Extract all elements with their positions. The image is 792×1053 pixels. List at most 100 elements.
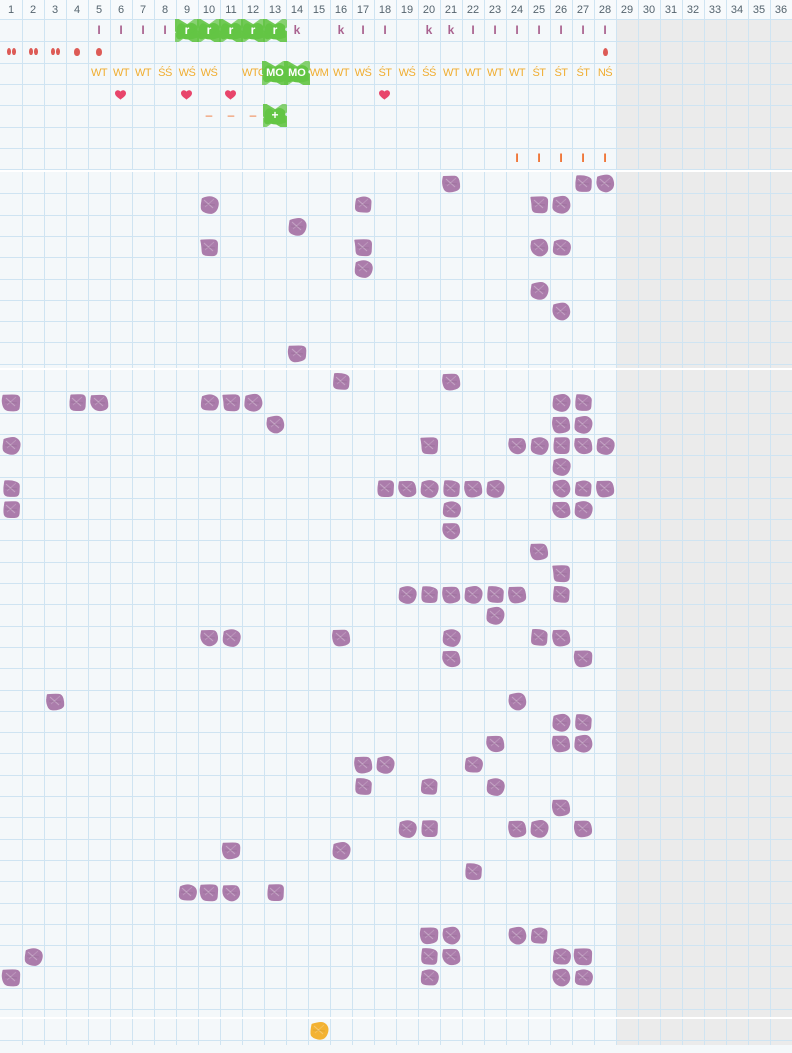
- temperature-blob[interactable]: [573, 414, 594, 435]
- temperature-blob[interactable]: [485, 605, 506, 626]
- mucus-observation-highlighted[interactable]: MO: [262, 61, 288, 85]
- temperature-blob[interactable]: [551, 967, 572, 988]
- temperature-blob[interactable]: [375, 754, 396, 775]
- temperature-blob[interactable]: [573, 499, 594, 520]
- day-header-cell[interactable]: 9: [183, 4, 191, 16]
- temperature-blob[interactable]: [551, 499, 572, 520]
- temperature-blob[interactable]: [419, 776, 440, 797]
- mucus-observation-label[interactable]: NŚ: [597, 67, 613, 79]
- temperature-blob[interactable]: [419, 967, 440, 988]
- flow-dot-single[interactable]: [66, 41, 88, 62]
- day-header-cell[interactable]: 22: [466, 4, 480, 16]
- temperature-blob[interactable]: [375, 478, 396, 499]
- marker-pipe-orange[interactable]: I: [581, 151, 585, 165]
- temperature-blob[interactable]: [507, 584, 528, 605]
- temperature-blob[interactable]: [441, 925, 462, 946]
- marker-pipe-highlighted[interactable]: r: [219, 19, 243, 42]
- day-header-cell[interactable]: 3: [51, 4, 59, 16]
- marker-pipe[interactable]: I: [361, 23, 365, 37]
- temperature-blob[interactable]: [529, 627, 550, 648]
- mucus-observation-label[interactable]: WŚ: [354, 67, 372, 79]
- temperature-blob[interactable]: [331, 627, 352, 648]
- temperature-blob[interactable]: [463, 861, 484, 882]
- day-header-cell[interactable]: 10: [202, 4, 216, 16]
- flow-dots-heavy[interactable]: [22, 41, 44, 62]
- day-header-cell[interactable]: 11: [225, 4, 237, 16]
- day-header-cell[interactable]: 27: [576, 4, 590, 16]
- temperature-blob[interactable]: [595, 478, 616, 499]
- temperature-blob[interactable]: [89, 392, 110, 413]
- temperature-blob[interactable]: [463, 584, 484, 605]
- marker-pipe-orange[interactable]: I: [559, 151, 563, 165]
- temperature-blob[interactable]: [353, 194, 374, 215]
- temperature-blob[interactable]: [265, 414, 286, 435]
- temperature-blob[interactable]: [551, 194, 572, 215]
- temperature-blob[interactable]: [441, 499, 462, 520]
- temperature-blob[interactable]: [507, 925, 528, 946]
- mucus-observation-label[interactable]: ŚŚ: [422, 67, 436, 79]
- temperature-blob[interactable]: [1, 435, 22, 456]
- temperature-blob[interactable]: [507, 435, 528, 456]
- day-header-cell[interactable]: 24: [510, 4, 524, 16]
- marker-pipe[interactable]: I: [537, 23, 541, 37]
- note-blob[interactable]: [309, 1020, 330, 1041]
- temperature-blob[interactable]: [485, 478, 506, 499]
- temperature-blob[interactable]: [199, 194, 220, 215]
- temperature-blob[interactable]: [573, 712, 594, 733]
- day-header-cell[interactable]: 14: [290, 4, 304, 16]
- mucus-observation-label[interactable]: WŚ: [200, 67, 218, 79]
- temperature-blob[interactable]: [45, 691, 66, 712]
- mucus-observation-label[interactable]: ŚT: [378, 67, 392, 79]
- marker-pipe[interactable]: I: [119, 23, 123, 37]
- temperature-blob[interactable]: [221, 627, 242, 648]
- temperature-blob[interactable]: [419, 435, 440, 456]
- temperature-blob[interactable]: [353, 237, 374, 258]
- marker-pipe-orange[interactable]: I: [603, 151, 607, 165]
- day-header-cell[interactable]: 26: [554, 4, 568, 16]
- marker-pipe-highlighted[interactable]: r: [175, 19, 199, 42]
- mucus-observation-label[interactable]: ŚT: [576, 67, 590, 79]
- mucus-observation-label[interactable]: WT: [112, 67, 130, 79]
- day-header-cell[interactable]: 23: [488, 4, 502, 16]
- marker-k[interactable]: k: [293, 23, 301, 37]
- temperature-blob[interactable]: [353, 776, 374, 797]
- temperature-blob[interactable]: [199, 237, 220, 258]
- temperature-blob[interactable]: [441, 584, 462, 605]
- marker-k[interactable]: k: [425, 23, 433, 37]
- temperature-blob[interactable]: [419, 946, 440, 967]
- mucus-observation-highlighted[interactable]: MO: [284, 61, 310, 85]
- temperature-blob[interactable]: [221, 392, 242, 413]
- temperature-blob[interactable]: [199, 627, 220, 648]
- temperature-blob[interactable]: [353, 258, 374, 279]
- temperature-blob[interactable]: [177, 882, 198, 903]
- temperature-blob[interactable]: [595, 435, 616, 456]
- mucus-observation-label[interactable]: ŚT: [532, 67, 546, 79]
- mucus-observation-label[interactable]: ŚŚ: [158, 67, 172, 79]
- marker-pipe[interactable]: I: [603, 23, 607, 37]
- test-positive-marker[interactable]: +: [263, 104, 287, 127]
- temperature-blob[interactable]: [331, 840, 352, 861]
- flow-dots-heavy[interactable]: [0, 41, 22, 62]
- temperature-blob[interactable]: [573, 733, 594, 754]
- flow-dot-single[interactable]: [88, 41, 110, 62]
- marker-pipe[interactable]: I: [383, 23, 387, 37]
- temperature-blob[interactable]: [551, 584, 572, 605]
- temperature-blob[interactable]: [551, 392, 572, 413]
- temperature-blob[interactable]: [551, 301, 572, 322]
- mucus-observation-label[interactable]: WT: [464, 67, 482, 79]
- marker-pipe[interactable]: I: [163, 23, 167, 37]
- day-header-cell[interactable]: 33: [708, 4, 722, 16]
- day-header-cell[interactable]: 1: [7, 4, 15, 16]
- intercourse-heart-icon[interactable]: [374, 84, 396, 105]
- temperature-blob[interactable]: [551, 946, 572, 967]
- temperature-blob[interactable]: [551, 797, 572, 818]
- day-header-cell[interactable]: 32: [686, 4, 700, 16]
- day-header-cell[interactable]: 15: [312, 4, 326, 16]
- day-header-cell[interactable]: 12: [246, 4, 260, 16]
- temperature-blob[interactable]: [485, 584, 506, 605]
- temperature-blob[interactable]: [397, 478, 418, 499]
- temperature-blob[interactable]: [551, 733, 572, 754]
- day-header-cell[interactable]: 35: [752, 4, 766, 16]
- temperature-blob[interactable]: [529, 435, 550, 456]
- temperature-blob[interactable]: [419, 478, 440, 499]
